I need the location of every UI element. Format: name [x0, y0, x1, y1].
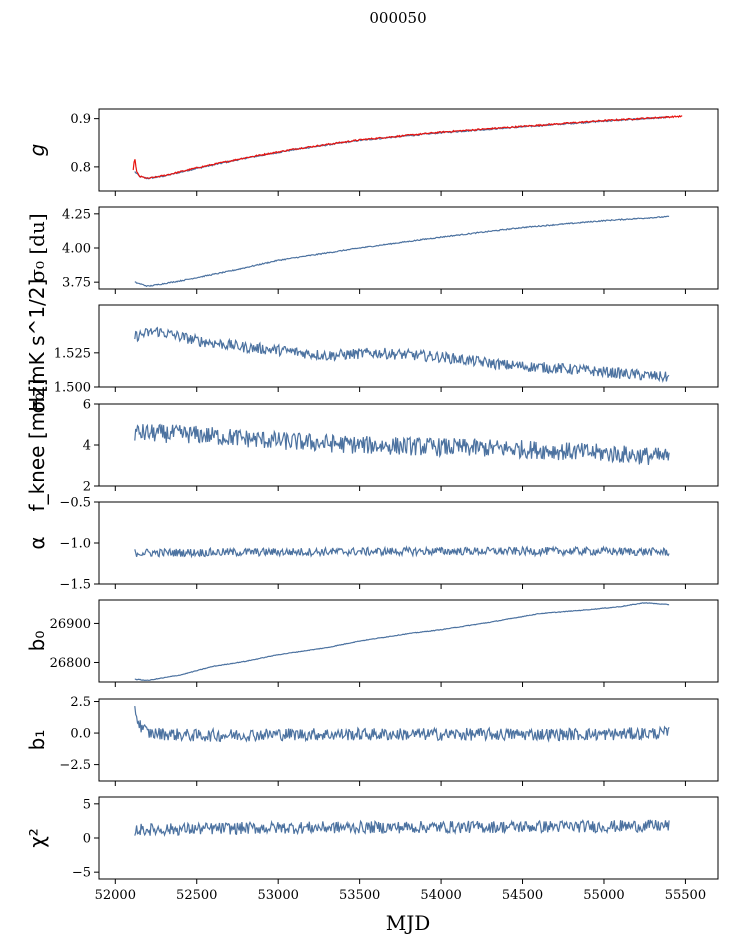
- y-tick-label: −2.5: [59, 758, 91, 773]
- y-axis-label-sigma0_mK: σ₀[mK s^1/2]: [25, 279, 49, 414]
- y-axis-label-fknee: f_knee [mHz]: [25, 379, 49, 512]
- y-tick-label: 2.5: [70, 695, 91, 710]
- panel-sigma0_mK: 1.500 1.525 σ₀[mK s^1/2]: [25, 279, 719, 414]
- y-tick-label: 3.75: [62, 276, 91, 291]
- series-line-sigma0_mK-0: [134, 326, 670, 383]
- panels: 0.8 0.9 g 3.75 4.00 4.25 σ₀ [du] 1.500 1.525 σ₀[m…: [25, 108, 719, 903]
- y-tick-label: −0.5: [59, 496, 91, 511]
- axes-frame: [98, 698, 719, 782]
- x-tick-label: 54500: [502, 888, 543, 903]
- series-line-g-0: [134, 116, 670, 180]
- axes-frame: [98, 403, 719, 487]
- y-axis-label-sigma0_du: σ₀ [du]: [25, 213, 49, 282]
- panel-chi2: 52000 52500 53000 53500 54000 54500 55000 55500…: [25, 796, 719, 903]
- x-tick-label: 52000: [95, 888, 136, 903]
- x-tick-label: 55000: [583, 888, 624, 903]
- axes-frame: [98, 599, 719, 683]
- y-tick-label: 1.525: [54, 346, 91, 361]
- series-line-fknee-0: [134, 423, 670, 465]
- y-tick-label: −5: [72, 866, 91, 881]
- x-tick-label: 53500: [339, 888, 380, 903]
- y-axis-label-g: g: [25, 144, 49, 157]
- y-axis-label-b1: b₁: [25, 730, 49, 751]
- axes-frame: [98, 108, 719, 192]
- axes-frame: [98, 304, 719, 388]
- y-axis-label-b0: b₀: [25, 631, 49, 652]
- figure-title: 000050: [369, 9, 426, 27]
- x-axis-label: MJD: [386, 911, 431, 935]
- y-tick-label: 4.25: [62, 207, 91, 222]
- y-tick-label: 0: [83, 832, 91, 847]
- series-line-b1-0: [134, 706, 670, 743]
- y-tick-label: 4.00: [62, 242, 91, 257]
- y-tick-label: −1.5: [59, 578, 91, 593]
- x-tick-label: 53000: [258, 888, 299, 903]
- y-axis-label-alpha: α: [25, 536, 49, 549]
- y-tick-label: 0.0: [70, 727, 91, 742]
- y-tick-label: 5: [83, 797, 91, 812]
- y-tick-label: 26800: [50, 656, 91, 671]
- axes-frame: [98, 796, 719, 880]
- y-tick-label: 2: [83, 480, 91, 495]
- y-axis-label-chi2: χ²: [25, 828, 49, 848]
- y-tick-label: −1.0: [59, 537, 91, 552]
- panel-sigma0_du: 3.75 4.00 4.25 σ₀ [du]: [25, 206, 719, 294]
- x-tick-label: 52500: [176, 888, 217, 903]
- y-tick-label: 26900: [50, 617, 91, 632]
- y-tick-label: 0.8: [70, 160, 91, 175]
- panel-g: 0.8 0.9 g: [25, 108, 719, 196]
- y-tick-label: 1.500: [54, 381, 91, 396]
- series-line-chi2-0: [134, 819, 670, 838]
- series-line-alpha-0: [134, 545, 670, 559]
- panel-alpha: −1.5 −1.0 −0.5 α: [25, 496, 719, 593]
- axes-frame: [98, 501, 719, 585]
- panel-fknee: 2 4 6 f_knee [mHz]: [25, 379, 719, 512]
- panel-b1: −2.5 0.0 2.5 b₁: [25, 695, 719, 786]
- y-tick-label: 6: [83, 398, 91, 413]
- series-line-g-1: [132, 114, 683, 179]
- x-tick-label: 54000: [420, 888, 461, 903]
- series-line-b0-0: [134, 602, 670, 682]
- x-tick-label: 55500: [665, 888, 706, 903]
- y-tick-label: 0.9: [70, 112, 91, 127]
- series-line-sigma0_du-0: [134, 215, 670, 288]
- y-tick-label: 4: [83, 439, 91, 454]
